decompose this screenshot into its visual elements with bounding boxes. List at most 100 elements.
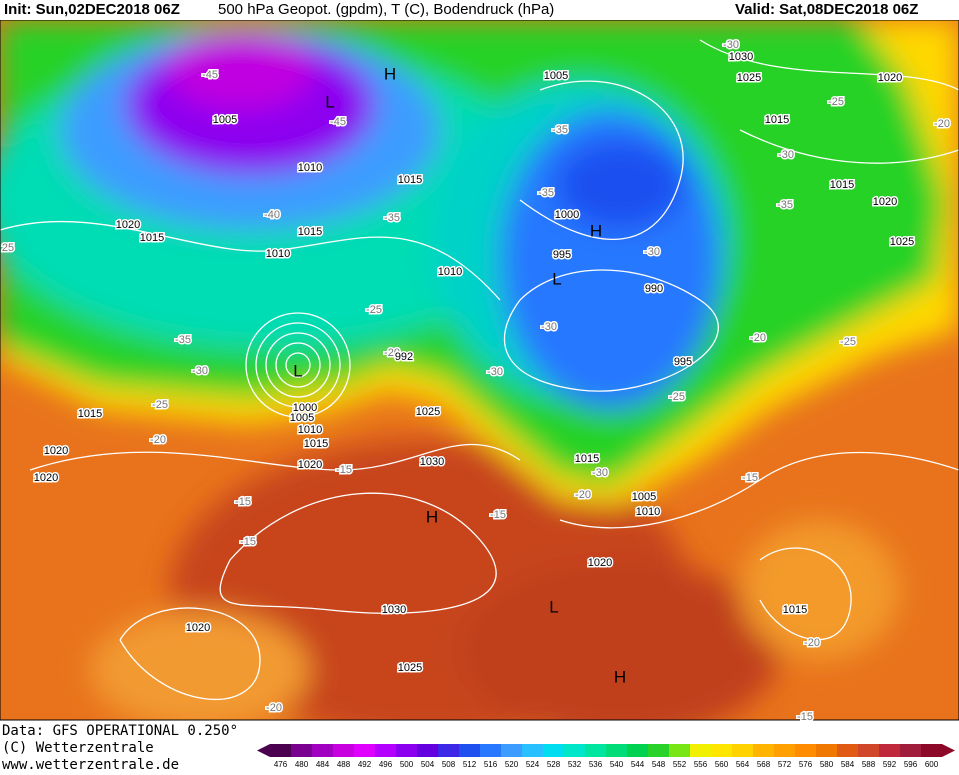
header-bg (0, 0, 959, 20)
colorbar-cell (606, 744, 627, 757)
map-label: H (614, 667, 626, 686)
map-label: -20 (804, 637, 820, 649)
map-label: H (590, 221, 602, 240)
colorbar-tick-label: 596 (904, 760, 918, 769)
map-label: 1000 (555, 209, 579, 221)
map-label: -30 (541, 321, 557, 333)
colorbar-cell (837, 744, 858, 757)
map-label: L (552, 269, 561, 288)
colorbar-tick-label: 476 (274, 760, 288, 769)
colorbar-cell (900, 744, 921, 757)
colorbar-tick-label: 524 (526, 760, 540, 769)
map-label: 1025 (416, 406, 440, 418)
website: www.wetterzentrale.de (2, 757, 179, 770)
map-label: -35 (175, 334, 191, 346)
map-label: 1020 (873, 196, 897, 208)
colorbar-cell (627, 744, 648, 757)
map-label: 1000 (293, 402, 317, 414)
map-label: 1020 (44, 445, 68, 457)
colorbar-cell (879, 744, 900, 757)
map-field (0, 20, 959, 720)
colorbar-tick-label: 532 (568, 760, 582, 769)
colorbar-cell (774, 744, 795, 757)
map-label: 1010 (266, 248, 290, 260)
map-label: -35 (552, 124, 568, 136)
map-label: 1030 (420, 456, 444, 468)
colorbar-tick-label: 508 (442, 760, 456, 769)
colorbar-tick-label: 520 (505, 760, 519, 769)
map-label: -25 (840, 336, 856, 348)
colorbar: 476 480 484 488 492 496 500 504 508 512 516 520 524 5… (257, 744, 955, 769)
colorbar-tick-label: 484 (316, 760, 330, 769)
map-label: -20 (150, 434, 166, 446)
map-label: 1025 (890, 236, 914, 248)
map-label: 1005 (213, 114, 237, 126)
map-label: 1015 (575, 453, 599, 465)
colorbar-tick-label: 516 (484, 760, 498, 769)
colorbar-cell (354, 744, 375, 757)
map-label: 1005 (632, 491, 656, 503)
map-label: 1015 (298, 226, 322, 238)
colorbar-cell (522, 744, 543, 757)
colorbar-tick-label: 584 (841, 760, 855, 769)
colorbar-tick-label: 540 (610, 760, 624, 769)
map-label: 1030 (729, 51, 753, 63)
map-label: 1005 (544, 70, 568, 82)
colorbar-cell (459, 744, 480, 757)
colorbar-tick-label: 576 (799, 760, 813, 769)
map-label: 1030 (382, 604, 406, 616)
map-label: -30 (644, 246, 660, 258)
map-label: 1015 (765, 114, 789, 126)
colorbar-cell (438, 744, 459, 757)
map-label: -20 (266, 702, 282, 714)
colorbar-cell (669, 744, 690, 757)
colorbar-tick-label: 504 (421, 760, 435, 769)
map-label: L (549, 597, 558, 616)
colorbar-cell (732, 744, 753, 757)
colorbar-cell (858, 744, 879, 757)
colorbar-cell (753, 744, 774, 757)
map-title: 500 hPa Geopot. (gpdm), T (C), Bodendruc… (218, 1, 554, 18)
map-label: -35 (777, 199, 793, 211)
map-label: -15 (797, 711, 813, 723)
map-label: 992 (395, 351, 413, 363)
map-label: 1015 (398, 174, 422, 186)
map-label: -35 (384, 212, 400, 224)
map-label: L (293, 361, 302, 380)
map-label: -30 (592, 467, 608, 479)
map-label: 1010 (438, 266, 462, 278)
map-label: -25 (152, 399, 168, 411)
map-label: 1020 (34, 472, 58, 484)
colorbar-cell (501, 744, 522, 757)
map-label: -30 (778, 149, 794, 161)
map-label: 1015 (140, 232, 164, 244)
map-label: -15 (336, 464, 352, 476)
colorbar-tick-label: 544 (631, 760, 645, 769)
map-label: -30 (723, 39, 739, 51)
map-label: 1020 (298, 459, 322, 471)
colorbar-cell (312, 744, 333, 757)
colorbar-cell (333, 744, 354, 757)
colorbar-tick-label: 588 (862, 760, 876, 769)
colorbar-tick-label: 512 (463, 760, 477, 769)
colorbar-cell (291, 744, 312, 757)
map-label: 1015 (78, 408, 102, 420)
colorbar-tick-label: 572 (778, 760, 792, 769)
colorbar-cell (480, 744, 501, 757)
map-label: 990 (645, 283, 663, 295)
map-label: 1020 (588, 557, 612, 569)
copyright: (C) Wetterzentrale (2, 740, 154, 756)
init-time: Init: Sun,02DEC2018 06Z (4, 1, 180, 18)
map-label: 1020 (186, 622, 210, 634)
colorbar-cell (795, 744, 816, 757)
colorbar-cell (543, 744, 564, 757)
map-label: -15 (490, 509, 506, 521)
map-label: 1010 (636, 506, 660, 518)
colorbar-tick-label: 600 (925, 760, 939, 769)
colorbar-tick-label: 492 (358, 760, 372, 769)
map-label: -40 (264, 209, 280, 221)
colorbar-cell (816, 744, 837, 757)
map-label: 1015 (830, 179, 854, 191)
map-label: -30 (192, 365, 208, 377)
map-label: -25 (366, 304, 382, 316)
